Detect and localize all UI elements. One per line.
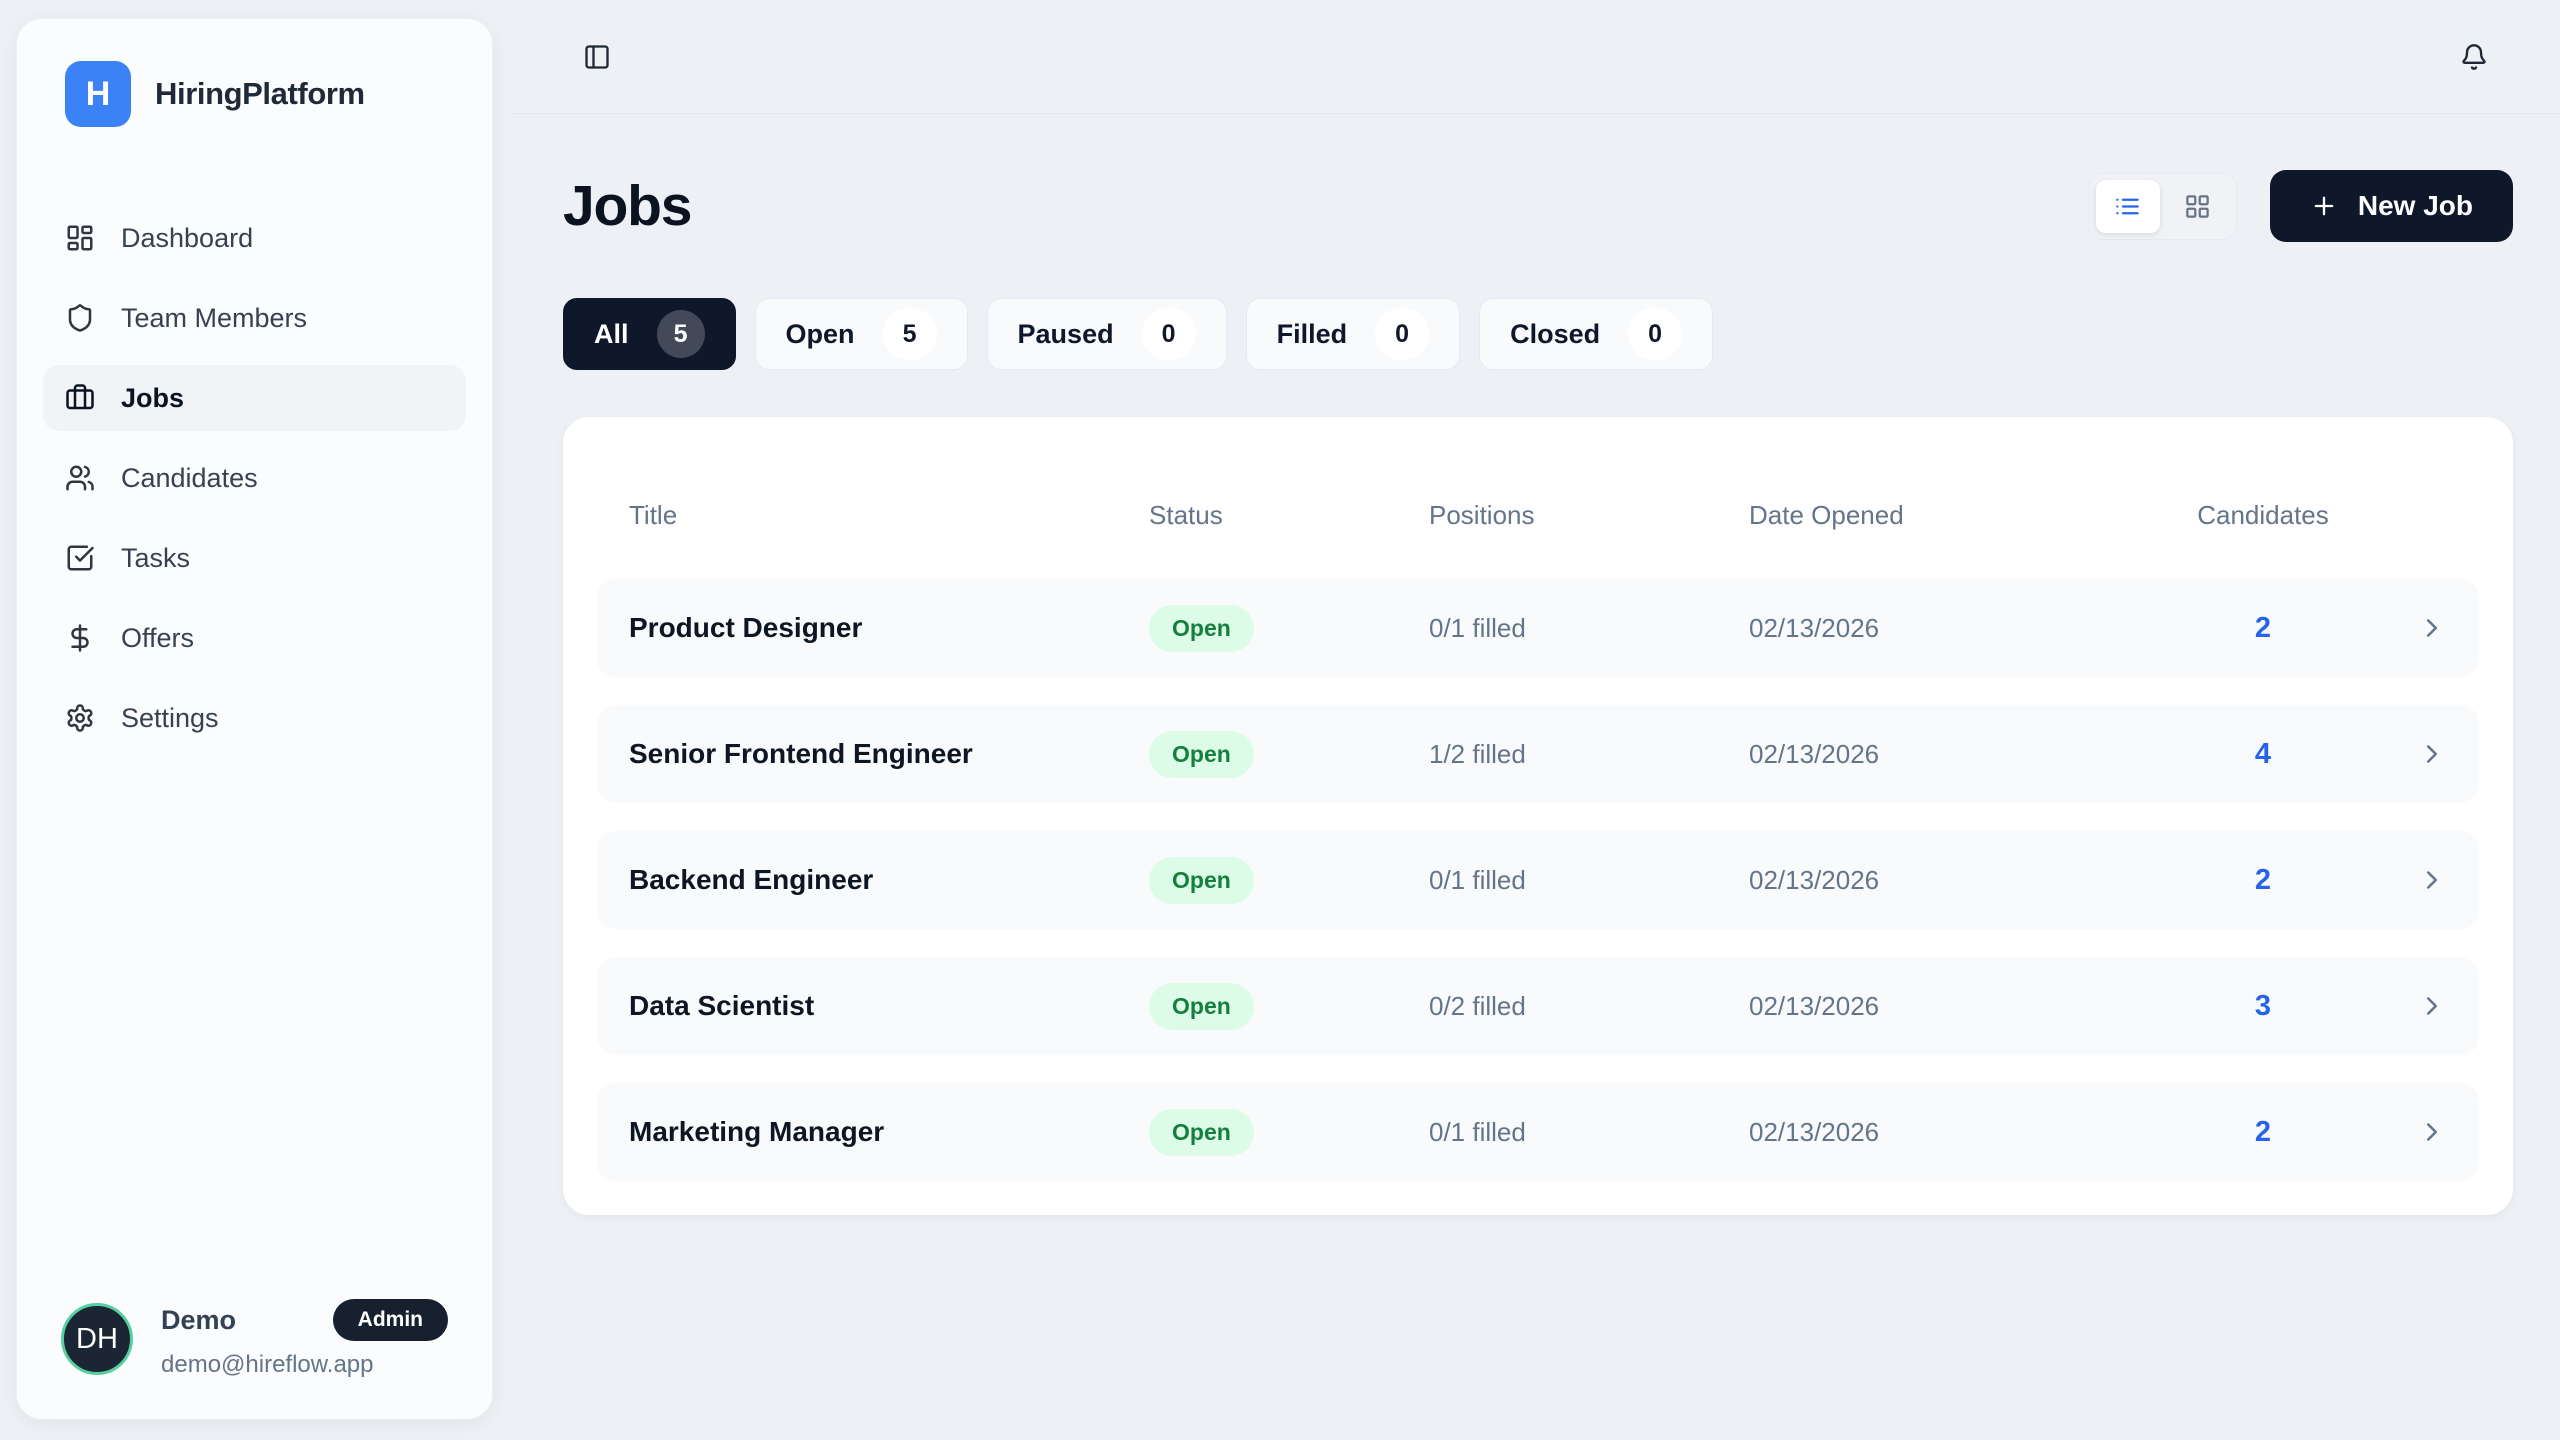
- view-toggle: [2088, 172, 2237, 240]
- positions-cell: 0/1 filled: [1429, 612, 1526, 643]
- column-header-status: Status: [1149, 499, 1223, 530]
- table-row[interactable]: Marketing Manager Open 0/1 filled 02/13/…: [597, 1083, 2479, 1181]
- job-title: Backend Engineer: [629, 864, 874, 895]
- status-badge: Open: [1149, 730, 1254, 778]
- status-filters: All 5 Open 5 Paused 0 Filled 0 Closed 0: [563, 298, 2513, 370]
- filter-tab-filled[interactable]: Filled 0: [1245, 298, 1461, 370]
- filter-tab-closed[interactable]: Closed 0: [1479, 298, 1714, 370]
- grid-view-button[interactable]: [2166, 180, 2230, 233]
- date-opened-cell: 02/13/2026: [1749, 864, 1880, 895]
- avatar: DH: [61, 1303, 133, 1375]
- positions-cell: 0/1 filled: [1429, 864, 1526, 895]
- date-opened-cell: 02/13/2026: [1749, 738, 1880, 769]
- bell-icon: [2460, 43, 2488, 71]
- sidebar-item-tasks[interactable]: Tasks: [43, 525, 466, 591]
- plus-icon: [2310, 192, 2338, 220]
- positions-cell: 0/1 filled: [1429, 1116, 1526, 1147]
- grid-icon: [2184, 193, 2211, 220]
- table-header: Title Status Positions Date Opened Candi…: [597, 451, 2479, 579]
- shield-icon: [65, 303, 95, 333]
- sidebar-item-settings[interactable]: Settings: [43, 685, 466, 751]
- sidebar-item-label: Offers: [121, 622, 195, 653]
- table-row[interactable]: Backend Engineer Open 0/1 filled 02/13/2…: [597, 831, 2479, 929]
- new-job-button[interactable]: New Job: [2269, 170, 2513, 242]
- gear-icon: [65, 703, 95, 733]
- sidebar-item-label: Jobs: [121, 382, 185, 413]
- sidebar-item-label: Team Members: [121, 302, 308, 333]
- filter-tab-open[interactable]: Open 5: [754, 298, 968, 370]
- main-area: Jobs: [511, 0, 2560, 1440]
- status-badge: Open: [1149, 1108, 1254, 1156]
- list-view-button[interactable]: [2095, 179, 2160, 233]
- candidates-count[interactable]: 2: [2254, 611, 2272, 644]
- chevron-right-icon[interactable]: [2387, 865, 2447, 895]
- job-title: Data Scientist: [629, 990, 815, 1021]
- job-title: Marketing Manager: [629, 1116, 885, 1147]
- sidebar-item-jobs[interactable]: Jobs: [43, 365, 466, 431]
- app-logo: H: [65, 61, 131, 127]
- positions-cell: 0/2 filled: [1429, 990, 1526, 1021]
- column-header-date-opened: Date Opened: [1749, 499, 1904, 530]
- filter-count: 5: [656, 310, 705, 358]
- status-badge: Open: [1149, 856, 1254, 904]
- sidebar-item-label: Dashboard: [121, 222, 254, 253]
- candidates-count[interactable]: 3: [2254, 989, 2272, 1022]
- topbar: [511, 0, 2560, 114]
- app-name: HiringPlatform: [155, 76, 365, 111]
- brand: H HiringPlatform: [43, 61, 466, 127]
- sidebar-item-label: Candidates: [121, 462, 258, 493]
- user-email: demo@hireflow.app: [161, 1351, 374, 1378]
- content: Jobs: [511, 114, 2560, 1215]
- user-name: Demo: [161, 1304, 237, 1335]
- status-badge: Open: [1149, 604, 1254, 652]
- sidebar-item-offers[interactable]: Offers: [43, 605, 466, 671]
- notifications-button[interactable]: [2454, 37, 2494, 77]
- table-row[interactable]: Senior Frontend Engineer Open 1/2 filled…: [597, 705, 2479, 803]
- sidebar-nav: Dashboard Team Members Jobs Candidates T…: [43, 205, 466, 751]
- candidates-count[interactable]: 2: [2254, 1115, 2272, 1148]
- sidebar-toggle-button[interactable]: [577, 37, 617, 77]
- filter-count: 0: [1141, 308, 1196, 360]
- candidates-count[interactable]: 2: [2254, 863, 2272, 896]
- date-opened-cell: 02/13/2026: [1749, 990, 1880, 1021]
- chevron-right-icon[interactable]: [2387, 613, 2447, 643]
- column-header-positions: Positions: [1429, 499, 1535, 530]
- jobs-table-card: Title Status Positions Date Opened Candi…: [563, 417, 2513, 1215]
- sidebar-item-team-members[interactable]: Team Members: [43, 285, 466, 351]
- table-row[interactable]: Product Designer Open 0/1 filled 02/13/2…: [597, 579, 2479, 677]
- list-icon: [2114, 193, 2141, 220]
- briefcase-icon: [65, 383, 95, 413]
- filter-count: 5: [882, 308, 937, 360]
- table-row[interactable]: Data Scientist Open 0/2 filled 02/13/202…: [597, 957, 2479, 1055]
- user-profile[interactable]: DH Demo Admin demo@hireflow.app: [43, 1299, 466, 1379]
- positions-cell: 1/2 filled: [1429, 738, 1526, 769]
- sidebar-item-label: Tasks: [121, 542, 191, 573]
- chevron-right-icon[interactable]: [2387, 739, 2447, 769]
- filter-tab-all[interactable]: All 5: [563, 298, 736, 370]
- column-header-title: Title: [629, 499, 678, 530]
- chevron-right-icon[interactable]: [2387, 991, 2447, 1021]
- chevron-right-icon[interactable]: [2387, 1117, 2447, 1147]
- candidates-count[interactable]: 4: [2254, 737, 2272, 770]
- sidebar-item-label: Settings: [121, 702, 219, 733]
- square-check-icon: [65, 543, 95, 573]
- job-title: Product Designer: [629, 612, 863, 643]
- column-header-candidates: Candidates: [2197, 499, 2329, 530]
- role-badge: Admin: [332, 1299, 448, 1341]
- date-opened-cell: 02/13/2026: [1749, 1116, 1880, 1147]
- dollar-icon: [65, 623, 95, 653]
- users-icon: [65, 463, 95, 493]
- dashboard-icon: [65, 223, 95, 253]
- job-title: Senior Frontend Engineer: [629, 738, 973, 769]
- filter-count: 0: [1375, 308, 1430, 360]
- sidebar: H HiringPlatform Dashboard Team Members …: [16, 18, 493, 1420]
- sidebar-item-dashboard[interactable]: Dashboard: [43, 205, 466, 271]
- filter-count: 0: [1628, 308, 1683, 360]
- page-title: Jobs: [563, 174, 692, 238]
- filter-tab-paused[interactable]: Paused 0: [986, 298, 1227, 370]
- date-opened-cell: 02/13/2026: [1749, 612, 1880, 643]
- status-badge: Open: [1149, 982, 1254, 1030]
- panel-left-icon: [583, 43, 611, 71]
- sidebar-item-candidates[interactable]: Candidates: [43, 445, 466, 511]
